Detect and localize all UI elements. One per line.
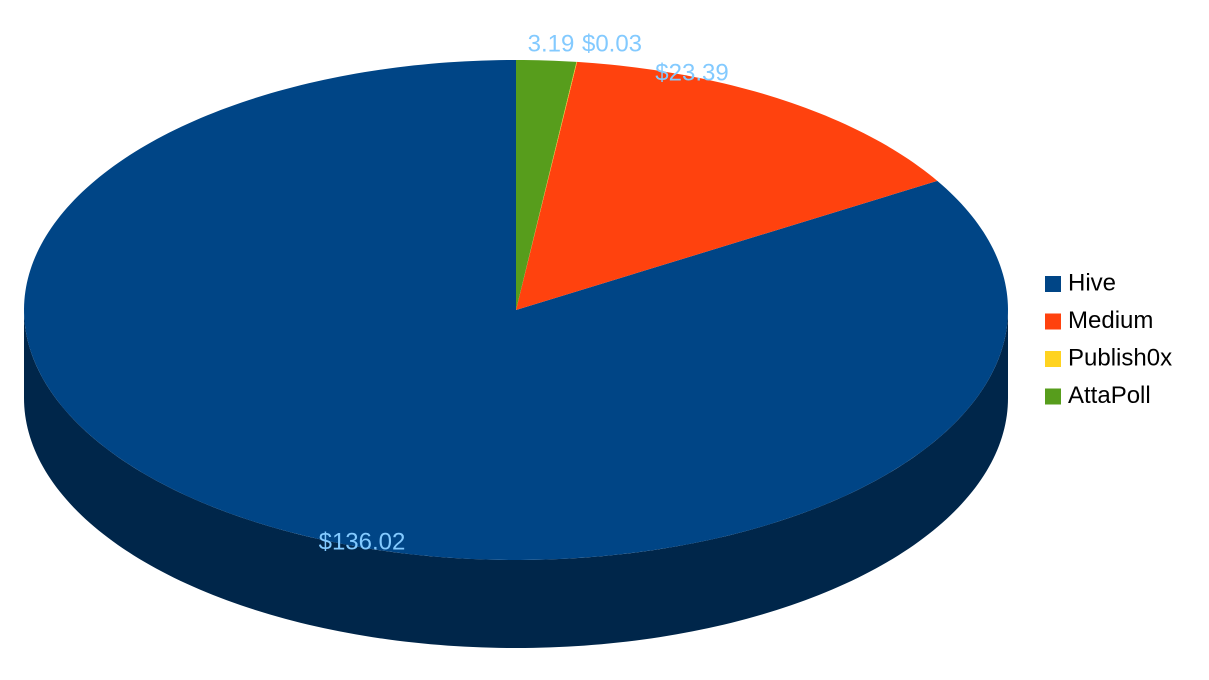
- slice: [516, 61, 938, 311]
- value-label: $136.02: [319, 528, 406, 555]
- value-label: $23.39: [655, 59, 728, 86]
- legend-label: Publish0x: [1068, 344, 1172, 371]
- legend-label: AttaPoll: [1068, 382, 1151, 409]
- legend-swatch: [1045, 351, 1061, 367]
- legend-swatch: [1045, 388, 1061, 405]
- legend-label: Hive: [1068, 269, 1116, 296]
- slice: [516, 61, 578, 310]
- legend-swatch: [1045, 276, 1061, 292]
- slice: [24, 60, 1008, 560]
- slice-side: [24, 310, 1008, 648]
- slice: [516, 60, 577, 310]
- legend-label: Medium: [1068, 307, 1153, 334]
- value-label: 3.19: [528, 30, 575, 57]
- value-label: $0.03: [582, 30, 642, 57]
- legend-swatch: [1045, 313, 1061, 330]
